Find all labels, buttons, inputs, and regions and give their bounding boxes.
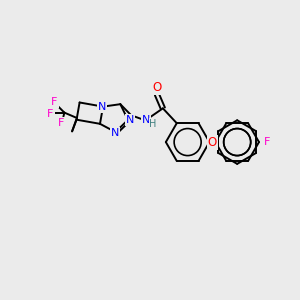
Text: O: O [152,81,162,94]
Text: F: F [264,137,270,147]
Text: N: N [142,115,150,125]
Text: N: N [111,128,120,138]
Text: N: N [126,115,134,125]
Text: F: F [58,118,64,128]
Text: N: N [98,102,106,112]
Text: H: H [149,119,157,129]
Text: F: F [47,109,54,118]
Text: F: F [51,97,58,107]
Text: O: O [208,136,217,148]
